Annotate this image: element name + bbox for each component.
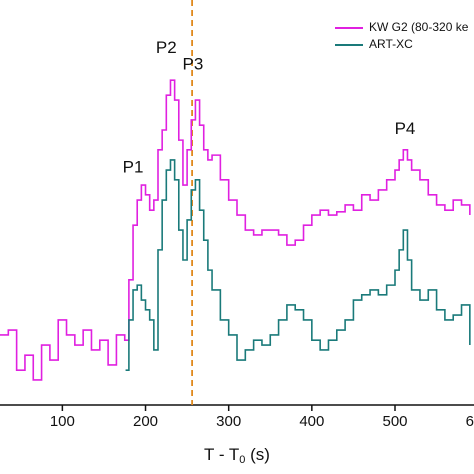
legend-label: ART-XC [369, 37, 413, 51]
annotation: P4 [395, 119, 416, 138]
annotation: P3 [183, 54, 204, 73]
annotation: P1 [123, 158, 144, 177]
x-label-sub: 0 [239, 454, 245, 466]
x-tick-label: 200 [133, 413, 158, 430]
annotation: P2 [156, 38, 177, 57]
x-tick-label: 400 [299, 413, 324, 430]
data-line [125, 159, 471, 371]
x-tick-label: 500 [382, 413, 407, 430]
x-tick-label: 300 [216, 413, 241, 430]
data-line [0, 79, 471, 381]
x-tick-label: 600 [466, 413, 474, 430]
x-label-unit: (s) [245, 445, 270, 464]
legend-label: KW G2 (80-320 ke [369, 20, 469, 34]
x-label-text: T - T [204, 445, 239, 464]
x-axis-label: T - T0 (s) [204, 445, 270, 465]
x-tick-label: 100 [50, 413, 75, 430]
